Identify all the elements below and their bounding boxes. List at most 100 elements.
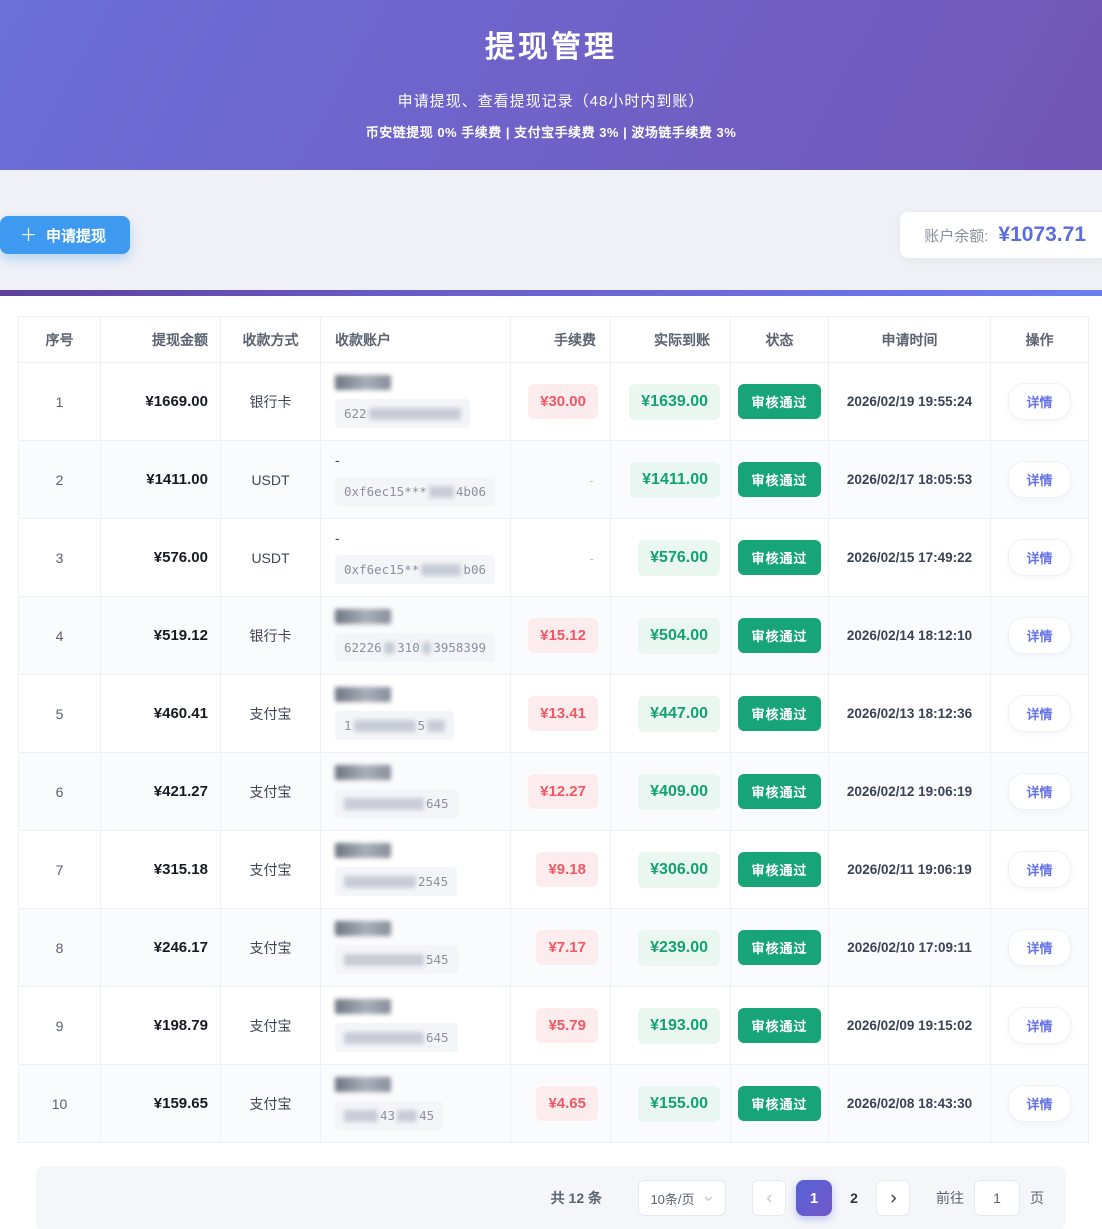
account-number-pill: 0xf6ec15** b06 [335,555,495,584]
cell-time: 2026/02/12 19:06:19 [828,752,991,831]
header-action: 操作 [990,316,1089,363]
account-line1 [335,687,510,702]
table-row: 4 ¥519.12 银行卡 62226 310 3958399 ¥15.12 ¥50… [18,596,1089,675]
status-badge: 审核通过 [738,618,821,653]
cell-fee: ¥4.65 [510,1064,611,1143]
account-number-text: 545 [426,952,449,967]
detail-button[interactable]: 详情 [1008,1007,1071,1044]
cell-actual: ¥409.00 [610,752,731,831]
cell-action: 详情 [990,518,1089,597]
detail-button[interactable]: 详情 [1008,695,1071,732]
actual-amount-pill: ¥576.00 [638,539,720,576]
page-button-2[interactable]: 2 [850,1190,858,1206]
header-amount: 提现金额 [100,316,221,363]
account-name-blur [335,843,391,858]
fee-note: 币安链提现 0% 手续费 | 支付宝手续费 3% | 波场链手续费 3% [365,125,737,140]
toolbar: ＋ 申请提现 账户余额: ¥1073.71 [0,170,1102,290]
balance-value: ¥1073.71 [998,223,1086,246]
cell-amount: ¥198.79 [100,986,221,1065]
fee-pill: ¥13.41 [528,696,598,731]
cell-fee: ¥13.41 [510,674,611,753]
table-row: 1 ¥1669.00 银行卡 622 ¥30.00 ¥1639.00 审核通过 … [18,362,1089,441]
blur-segment [397,1109,418,1122]
account-number-text: 0xf6ec15*** [344,484,427,499]
cell-method: 支付宝 [220,986,321,1065]
cell-method: USDT [220,440,321,519]
status-badge: 审核通过 [738,1008,821,1043]
fee-pill: ¥7.17 [536,930,598,965]
account-number-text: 3958399 [433,640,486,655]
cell-method: 支付宝 [220,1064,321,1143]
table-row: 8 ¥246.17 支付宝 545 ¥7.17 ¥239.00 审核通过 202… [18,908,1089,987]
header-method: 收款方式 [220,316,321,363]
status-badge: 审核通过 [738,540,821,575]
actual-amount-pill: ¥239.00 [638,929,720,966]
cell-method: 支付宝 [220,830,321,909]
table-row: 9 ¥198.79 支付宝 645 ¥5.79 ¥193.00 审核通过 202… [18,986,1089,1065]
fee-pill: ¥9.18 [536,852,598,887]
cell-index: 2 [18,440,101,519]
account-number-pill: 645 [335,1023,458,1052]
cell-action: 详情 [990,986,1089,1065]
detail-button[interactable]: 详情 [1008,929,1071,966]
blur-segment [428,485,454,498]
page-size-select[interactable]: 10条/页 [638,1180,726,1216]
detail-button[interactable]: 详情 [1008,383,1071,420]
cell-status: 审核通过 [730,596,829,675]
cell-action: 详情 [990,440,1089,519]
page-button-1[interactable]: 1 [796,1180,832,1216]
cell-status: 审核通过 [730,674,829,753]
cell-status: 审核通过 [730,362,829,441]
cell-action: 详情 [990,830,1089,909]
actual-amount-pill: ¥193.00 [638,1007,720,1044]
detail-button[interactable]: 详情 [1008,539,1071,576]
cell-actual: ¥447.00 [610,674,731,753]
account-number-pill: 62226 310 3958399 [335,633,495,662]
cell-amount: ¥1411.00 [100,440,221,519]
detail-button[interactable]: 详情 [1008,851,1071,888]
detail-button[interactable]: 详情 [1008,773,1071,810]
detail-button[interactable]: 详情 [1008,617,1071,654]
cell-actual: ¥306.00 [610,830,731,909]
prev-page-button[interactable] [752,1180,786,1216]
cell-time: 2026/02/15 17:49:22 [828,518,991,597]
cell-action: 详情 [990,1064,1089,1143]
cell-fee: ¥9.18 [510,830,611,909]
cell-time: 2026/02/10 17:09:11 [828,908,991,987]
cell-time: 2026/02/19 19:55:24 [828,362,991,441]
table-row: 2 ¥1411.00 USDT - 0xf6ec15*** 4b06 - ¥141… [18,440,1089,519]
status-badge: 审核通过 [738,852,821,887]
account-number-text: 310 [397,640,420,655]
detail-button[interactable]: 详情 [1008,461,1071,498]
account-number-pill: 43 45 [335,1101,444,1130]
cell-account: - 0xf6ec15** b06 [320,518,511,597]
goto-suffix: 页 [1030,1190,1044,1206]
cell-actual: ¥576.00 [610,518,731,597]
cell-index: 8 [18,908,101,987]
status-badge: 审核通过 [738,930,821,965]
account-number-pill: 622 [335,399,470,428]
cell-amount: ¥576.00 [100,518,221,597]
detail-button[interactable]: 详情 [1008,1085,1071,1122]
account-line1 [335,843,510,858]
cell-account: 645 [320,752,511,831]
table-row: 10 ¥159.65 支付宝 43 45 ¥4.65 ¥155.00 审核通过 2… [18,1064,1089,1143]
cell-method: 银行卡 [220,596,321,675]
cell-account: 545 [320,908,511,987]
pagination-bar: 共 12 条 10条/页 1 2 前往 页 [36,1166,1066,1229]
account-name-blur [335,375,391,390]
cell-action: 详情 [990,908,1089,987]
account-name-blur [335,609,391,624]
blur-segment [344,953,424,966]
next-page-button[interactable] [876,1180,910,1216]
goto-page-input[interactable] [974,1180,1020,1216]
apply-withdrawal-button[interactable]: ＋ 申请提现 [0,216,131,254]
cell-method: 支付宝 [220,674,321,753]
header-status: 状态 [730,316,829,363]
account-line1 [335,999,510,1014]
cell-actual: ¥155.00 [610,1064,731,1143]
plus-icon: ＋ [20,225,37,245]
header-fee: 手续费 [510,316,611,363]
fee-pill: ¥30.00 [528,384,598,419]
cell-fee: - [510,440,611,519]
